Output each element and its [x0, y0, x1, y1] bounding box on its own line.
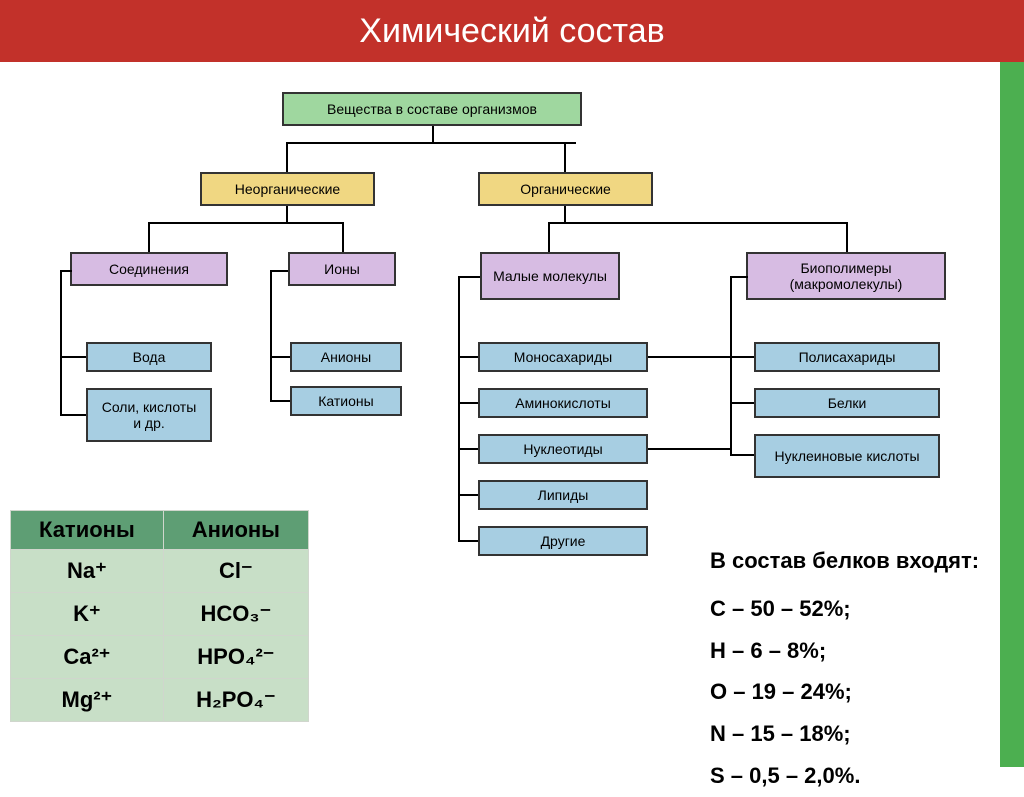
- node-inorg: Неорганические: [200, 172, 375, 206]
- ions-header-anions: Анионы: [163, 511, 308, 550]
- connector: [458, 276, 480, 278]
- node-comp: Соединения: [70, 252, 228, 286]
- connector: [60, 270, 62, 414]
- protein-line: H – 6 – 8%;: [710, 630, 979, 672]
- connector: [148, 222, 344, 224]
- node-biopoly: Биополимеры (макромолекулы): [746, 252, 946, 300]
- connector: [648, 448, 730, 450]
- connector: [458, 276, 460, 540]
- node-nucleo: Нуклеотиды: [478, 434, 648, 464]
- protein-composition: В состав белков входят: C – 50 – 52%;H –…: [710, 540, 979, 797]
- page-title: Химический состав: [0, 0, 1024, 62]
- connector: [458, 540, 478, 542]
- node-ions: Ионы: [288, 252, 396, 286]
- node-cations: Катионы: [290, 386, 402, 416]
- node-prot: Белки: [754, 388, 940, 418]
- connector: [548, 222, 848, 224]
- connector: [286, 142, 576, 144]
- connector: [270, 400, 290, 402]
- connector: [548, 222, 550, 252]
- ions-cell: K⁺: [11, 593, 164, 636]
- connector: [730, 402, 754, 404]
- ions-header-cations: Катионы: [11, 511, 164, 550]
- ions-cell: HPO₄²⁻: [163, 636, 308, 679]
- connector: [564, 206, 566, 222]
- ions-cell: Cl⁻: [163, 550, 308, 593]
- protein-line: C – 50 – 52%;: [710, 588, 979, 630]
- connector: [458, 402, 478, 404]
- title-text: Химический состав: [359, 12, 664, 51]
- protein-title: В состав белков входят:: [710, 540, 979, 582]
- node-water: Вода: [86, 342, 212, 372]
- node-anions: Анионы: [290, 342, 402, 372]
- node-poly: Полисахариды: [754, 342, 940, 372]
- ions-table: Катионы Анионы Na⁺Cl⁻K⁺HCO₃⁻Ca²⁺HPO₄²⁻Mg…: [10, 510, 309, 722]
- ions-cell: HCO₃⁻: [163, 593, 308, 636]
- connector: [730, 276, 732, 456]
- connector: [270, 270, 288, 272]
- connector: [60, 414, 86, 416]
- node-small: Малые молекулы: [480, 252, 620, 300]
- connector: [60, 270, 72, 272]
- connector: [270, 356, 290, 358]
- node-lipids: Липиды: [478, 480, 648, 510]
- node-nk: Нуклеиновые кислоты: [754, 434, 940, 478]
- ions-cell: Ca²⁺: [11, 636, 164, 679]
- connector: [458, 448, 478, 450]
- connector: [270, 270, 272, 400]
- protein-line: S – 0,5 – 2,0%.: [710, 755, 979, 797]
- connector: [286, 206, 288, 222]
- connector: [730, 276, 748, 278]
- decorative-band: [1000, 62, 1024, 767]
- connector: [458, 494, 478, 496]
- connector: [286, 142, 288, 172]
- node-amino: Аминокислоты: [478, 388, 648, 418]
- connector: [730, 454, 754, 456]
- node-salts: Соли, кислоты и др.: [86, 388, 212, 442]
- connector: [648, 356, 754, 358]
- connector: [564, 142, 566, 172]
- node-mono: Моносахариды: [478, 342, 648, 372]
- ions-cell: H₂PO₄⁻: [163, 679, 308, 722]
- connector: [432, 126, 434, 142]
- node-org: Органические: [478, 172, 653, 206]
- connector: [60, 356, 86, 358]
- ions-cell: Na⁺: [11, 550, 164, 593]
- node-root: Вещества в составе организмов: [282, 92, 582, 126]
- connector: [342, 222, 344, 252]
- node-other: Другие: [478, 526, 648, 556]
- protein-line: O – 19 – 24%;: [710, 671, 979, 713]
- protein-line: N – 15 – 18%;: [710, 713, 979, 755]
- connector: [458, 356, 478, 358]
- ions-cell: Mg²⁺: [11, 679, 164, 722]
- connector: [148, 222, 150, 252]
- connector: [846, 222, 848, 252]
